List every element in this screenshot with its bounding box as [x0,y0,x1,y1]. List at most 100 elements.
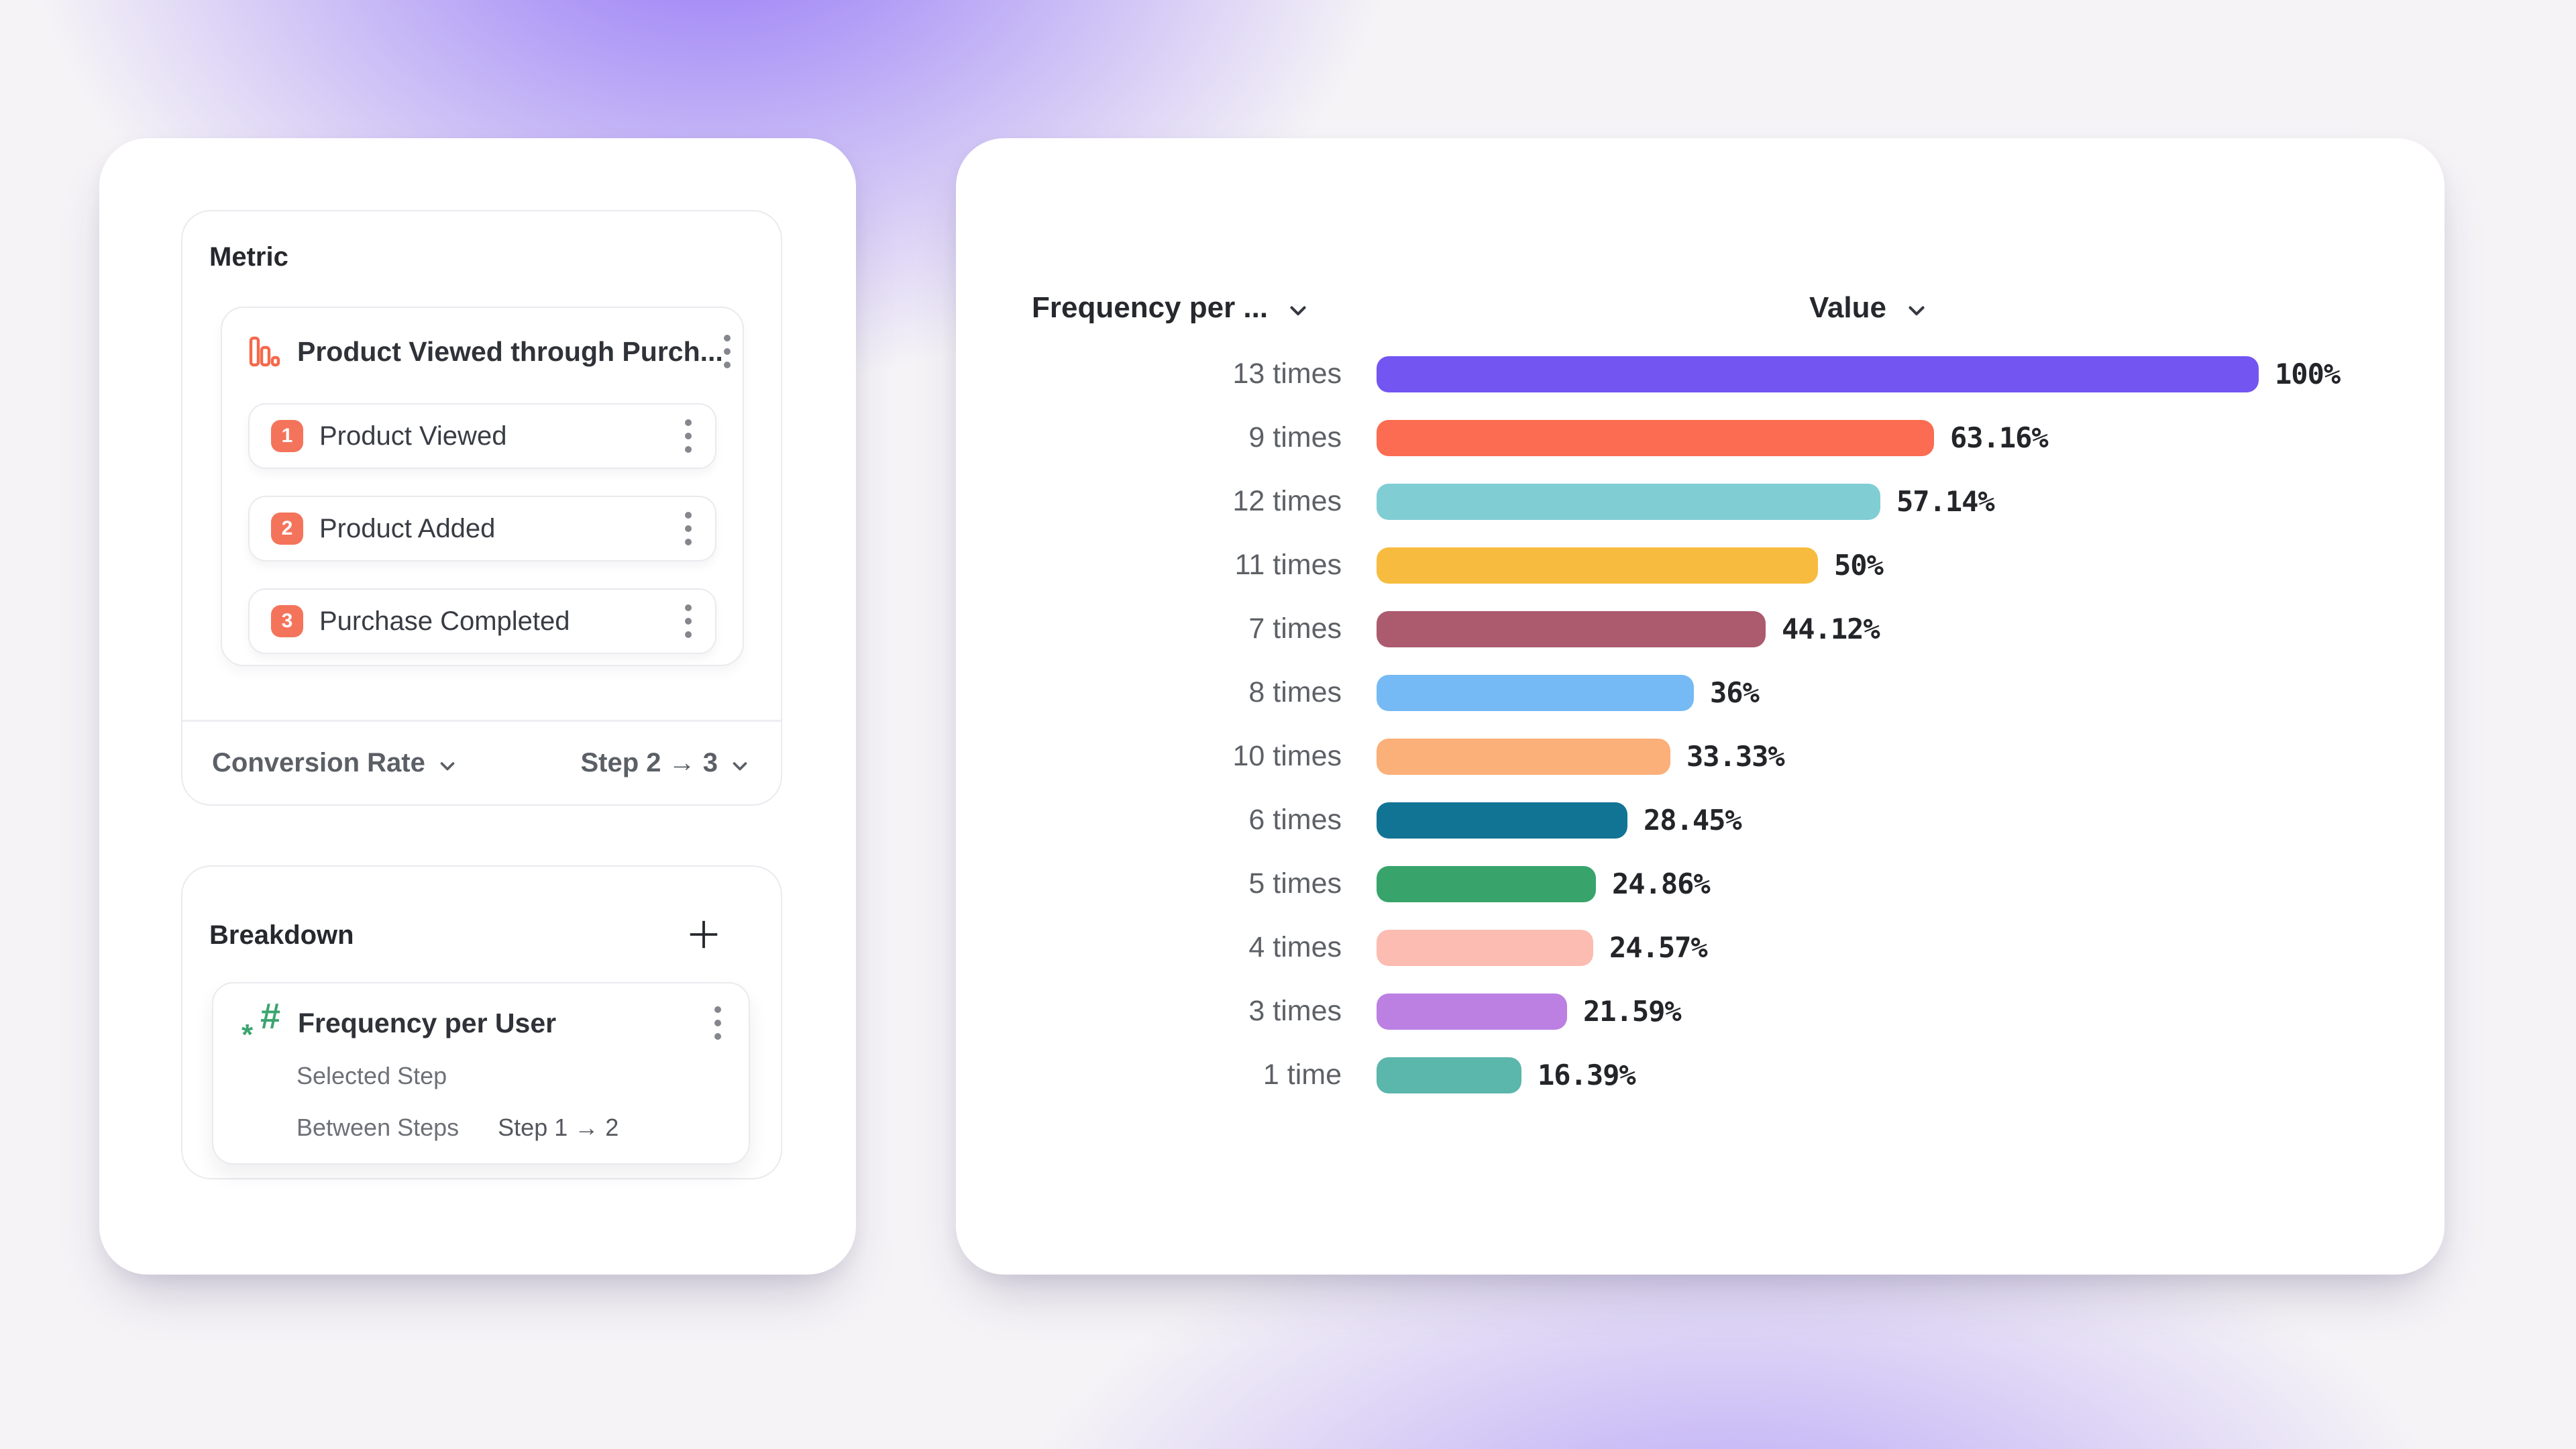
bar-category-label: 1 time [1263,1059,1342,1091]
metric-panel: Metric Product Viewed through Purch... 1… [181,210,782,806]
chart-row: 1 time 16.39% [956,1043,2445,1107]
selected-step-row: Selected Step [297,1061,749,1091]
step-label: Product Viewed [319,421,507,451]
bar-category-label: 4 times [1248,931,1342,963]
bar[interactable] [1377,993,1567,1030]
bar-value-label: 57.14% [1896,485,1995,518]
bar-category-label: 10 times [1232,740,1342,772]
chart-row: 4 times 24.57% [956,916,2445,979]
bar[interactable] [1377,802,1627,839]
bar-value-label: 44.12% [1782,612,1880,645]
chart-row: 13 times 100% [956,342,2445,406]
bar-value-label: 24.86% [1612,867,1711,900]
step-label: Purchase Completed [319,606,570,636]
value-column-dropdown[interactable]: Value [1809,291,1929,325]
funnel-step-row[interactable]: 1 Product Viewed [248,403,716,469]
conversion-rate-dropdown[interactable]: Conversion Rate [212,748,459,778]
bar[interactable] [1377,674,1694,711]
bar-value-label: 36% [1710,676,1760,709]
selected-step-label: Selected Step [297,1062,447,1089]
funnel-step-row[interactable]: 2 Product Added [248,496,716,561]
bar-value-label: 50% [1834,549,1884,582]
bar-value-label: 16.39% [1538,1059,1636,1091]
chart-row: 8 times 36% [956,661,2445,724]
chart-row: 10 times 33.33% [956,724,2445,788]
bar[interactable] [1377,865,1596,902]
breakdown-section-title: Breakdown [209,920,354,950]
step-range-label: Step 2 → 3 [580,748,718,777]
funnel-steps-list: 1 Product Viewed 2 Product Added 3 Purchase C… [248,403,716,654]
bar-value-label: 24.57% [1609,931,1708,964]
chevron-down-icon [1909,306,1925,316]
funnel-chart-icon [249,336,281,367]
query-builder-card: Metric Product Viewed through Purch... 1… [99,138,856,1275]
chart-column-headers: Frequency per ... Value [956,291,2445,334]
kebab-menu-icon[interactable] [684,602,692,640]
kebab-menu-icon[interactable] [684,510,692,547]
bar-category-label: 5 times [1248,867,1342,900]
bar[interactable] [1377,610,1766,647]
step-number-badge: 3 [271,605,303,637]
step-label: Product Added [319,513,496,543]
kebab-menu-icon[interactable] [723,333,731,370]
breakdown-property-name: Frequency per User [298,1007,557,1038]
breakdown-item-header: # * Frequency per User [213,983,749,1051]
bar-category-label: 12 times [1232,485,1342,517]
hash-glyph: # [260,996,280,1036]
metric-section-title: Metric [209,242,288,272]
numeric-property-icon: # * [241,996,280,1051]
metric-footer: Conversion Rate Step 2 → 3 [182,722,781,804]
category-column-label: Frequency per ... [1032,291,1269,324]
chevron-down-icon [440,761,455,770]
between-steps-value[interactable]: Step 1 → 2 [498,1114,619,1141]
add-breakdown-button[interactable] [686,916,722,953]
step-number-badge: 2 [271,513,303,545]
funnel-header-row[interactable]: Product Viewed through Purch... [222,308,743,368]
bar-category-label: 13 times [1232,358,1342,390]
category-column-dropdown[interactable]: Frequency per ... [1032,291,1311,325]
bar-value-label: 63.16% [1950,421,2049,454]
bar[interactable] [1377,483,1880,520]
bar[interactable] [1377,1057,1521,1093]
chevron-down-icon [1290,306,1306,316]
bar[interactable] [1377,356,2259,392]
panel-divider [182,720,781,722]
conversion-rate-label: Conversion Rate [212,748,425,777]
chart-row: 7 times 44.12% [956,597,2445,661]
breakdown-panel: Breakdown # * Frequency per User Selecte… [181,865,782,1179]
funnel-name: Product Viewed through Purch... [297,335,723,367]
bar[interactable] [1377,419,1934,456]
bar-value-label: 21.59% [1583,995,1682,1028]
chevron-down-icon [733,761,747,770]
funnel-definition-card: Product Viewed through Purch... 1 Product… [221,307,744,666]
step-number-badge: 1 [271,420,303,452]
between-steps-row: Between Steps Step 1 → 2 [297,1113,749,1142]
bar-category-label: 6 times [1248,804,1342,836]
bar-value-label: 100% [2275,358,2341,390]
chart-row: 3 times 21.59% [956,979,2445,1043]
step-range-dropdown[interactable]: Step 2 → 3 [580,748,751,778]
breakdown-header-row: Breakdown [209,919,722,953]
bar-value-label: 28.45% [1644,804,1742,837]
kebab-menu-icon[interactable] [684,417,692,455]
bar-category-label: 9 times [1248,421,1342,453]
bar-category-label: 11 times [1234,549,1342,581]
value-column-label: Value [1809,291,1886,324]
chart-row: 9 times 63.16% [956,406,2445,470]
kebab-menu-icon[interactable] [714,1004,722,1042]
bar[interactable] [1377,547,1818,584]
chart-card: Frequency per ... Value 13 times 100% 9 ti… [956,138,2445,1275]
chart-row: 12 times 57.14% [956,470,2445,533]
chart-row: 6 times 28.45% [956,788,2445,852]
breakdown-item-card[interactable]: # * Frequency per User Selected Step Bet… [212,982,750,1165]
bar[interactable] [1377,929,1593,966]
bar[interactable] [1377,738,1670,775]
between-steps-label: Between Steps [297,1114,460,1141]
funnel-step-row[interactable]: 3 Purchase Completed [248,588,716,654]
bar-category-label: 3 times [1248,995,1342,1027]
plus-icon [690,920,718,949]
bar-category-label: 7 times [1248,612,1342,645]
bar-chart: 13 times 100% 9 times 63.16% 12 times 57.14% 1… [956,342,2445,1107]
bar-category-label: 8 times [1248,676,1342,708]
